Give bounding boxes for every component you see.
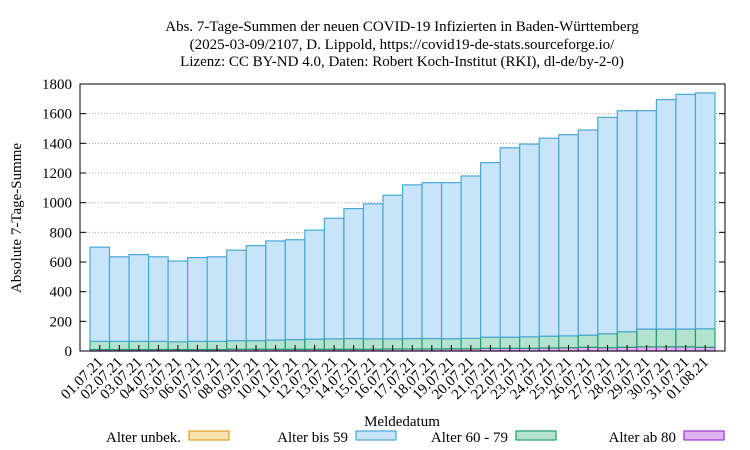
y-tick-label: 1200 [42, 166, 72, 182]
title-line-1: Abs. 7-Tage-Summen der neuen COVID-19 In… [165, 19, 639, 35]
legend-swatch [355, 430, 397, 441]
bar-segment-alter-bis-59 [519, 143, 540, 338]
legend-swatch [683, 430, 725, 441]
y-axis-ticks: 0 200 400 600 800 1000 1200 1400 1600 1800 [42, 77, 725, 360]
bar-segment-alter-bis-59 [655, 98, 677, 330]
bar-segment-alter-bis-59 [187, 256, 208, 342]
bar-segment-alter-60-79 [675, 328, 697, 348]
y-tick-label: 400 [50, 285, 73, 301]
title-line-2: (2025-03-09/2107, D. Lippold, https://co… [190, 37, 615, 53]
y-tick-label: 600 [50, 255, 73, 271]
bar-segment-alter-bis-59 [675, 93, 697, 330]
y-tick-label: 1600 [42, 107, 72, 123]
bar-segment-alter-bis-59 [538, 137, 560, 337]
bar-segment-alter-bis-59 [421, 182, 443, 340]
plot-frame [79, 83, 726, 352]
legend-label: Alter unbek. [106, 430, 181, 446]
bar-segment-alter-bis-59 [401, 184, 423, 340]
bar-segment-alter-bis-59 [323, 217, 345, 340]
legend-swatch [188, 430, 230, 441]
bar-segment-alter-bis-59 [167, 260, 189, 343]
bar-segment-alter-bis-59 [265, 240, 286, 341]
bar-segment-alter-bis-59 [499, 147, 521, 338]
x-axis-label: Meldedatum [364, 414, 440, 430]
bar-segment-alter-bis-59 [558, 134, 579, 337]
bar-segment-alter-bis-59 [694, 92, 716, 330]
bar-segment-alter-bis-59 [226, 249, 247, 342]
bar-segment-alter-bis-59 [245, 245, 267, 342]
title-line-3: Lizenz: CC BY-ND 4.0, Daten: Robert Koch… [180, 54, 624, 70]
y-tick-label: 1800 [42, 77, 72, 93]
legend-item: Alter 60 - 79 [431, 430, 557, 446]
bar-segment-alter-bis-59 [128, 253, 150, 342]
bar-segment-alter-60-79 [655, 328, 677, 348]
legend-item: Alter bis 59 [277, 430, 397, 446]
bar-segment-alter-bis-59 [206, 256, 228, 342]
bar-segment-alter-bis-59 [89, 246, 111, 342]
bar-segment-alter-bis-59 [284, 239, 306, 341]
y-tick-label: 200 [50, 314, 73, 330]
y-tick-label: 0 [65, 344, 73, 360]
bar-segment-alter-bis-59 [636, 110, 658, 330]
legend-item: Alter unbek. [106, 430, 230, 446]
x-axis-ticks: 01.07.2102.07.2103.07.2104.07.2105.07.21… [58, 345, 712, 403]
bar-segment-alter-bis-59 [616, 110, 638, 333]
bar-segment-alter-bis-59 [597, 116, 618, 335]
bar-segment-alter-bis-59 [382, 194, 404, 340]
bar-segment-alter-60-79 [636, 328, 658, 348]
legend-label: Alter ab 80 [609, 430, 676, 446]
bar-segment-alter-60-79 [694, 328, 716, 348]
legend-label: Alter 60 - 79 [431, 430, 508, 446]
bar-segment-alter-bis-59 [460, 175, 482, 339]
bars [89, 92, 716, 352]
bar-segment-alter-bis-59 [147, 256, 169, 342]
legend-item: Alter ab 80 [609, 430, 725, 446]
bar-segment-alter-bis-59 [480, 162, 501, 338]
bar-segment-alter-bis-59 [440, 182, 462, 340]
y-axis-label: Absolute 7-Tage-Summe [9, 143, 25, 294]
bar-segment-alter-bis-59 [304, 229, 325, 340]
y-tick-label: 800 [50, 225, 73, 241]
y-tick-label: 1400 [42, 136, 72, 152]
bar-segment-alter-bis-59 [362, 203, 384, 340]
bar-segment-alter-bis-59 [108, 256, 130, 342]
bar-segment-alter-bis-59 [343, 208, 365, 340]
legend-swatch [515, 430, 557, 441]
legend-label: Alter bis 59 [277, 430, 348, 446]
y-tick-label: 1000 [42, 196, 72, 212]
chart-title: Abs. 7-Tage-Summen der neuen COVID-19 In… [165, 19, 639, 70]
bar-segment-alter-bis-59 [577, 129, 599, 336]
bar-segment-alter-60-79 [616, 331, 638, 348]
legend: Alter unbek. Alter bis 59 Alter 60 - 79 Alt… [106, 430, 725, 446]
